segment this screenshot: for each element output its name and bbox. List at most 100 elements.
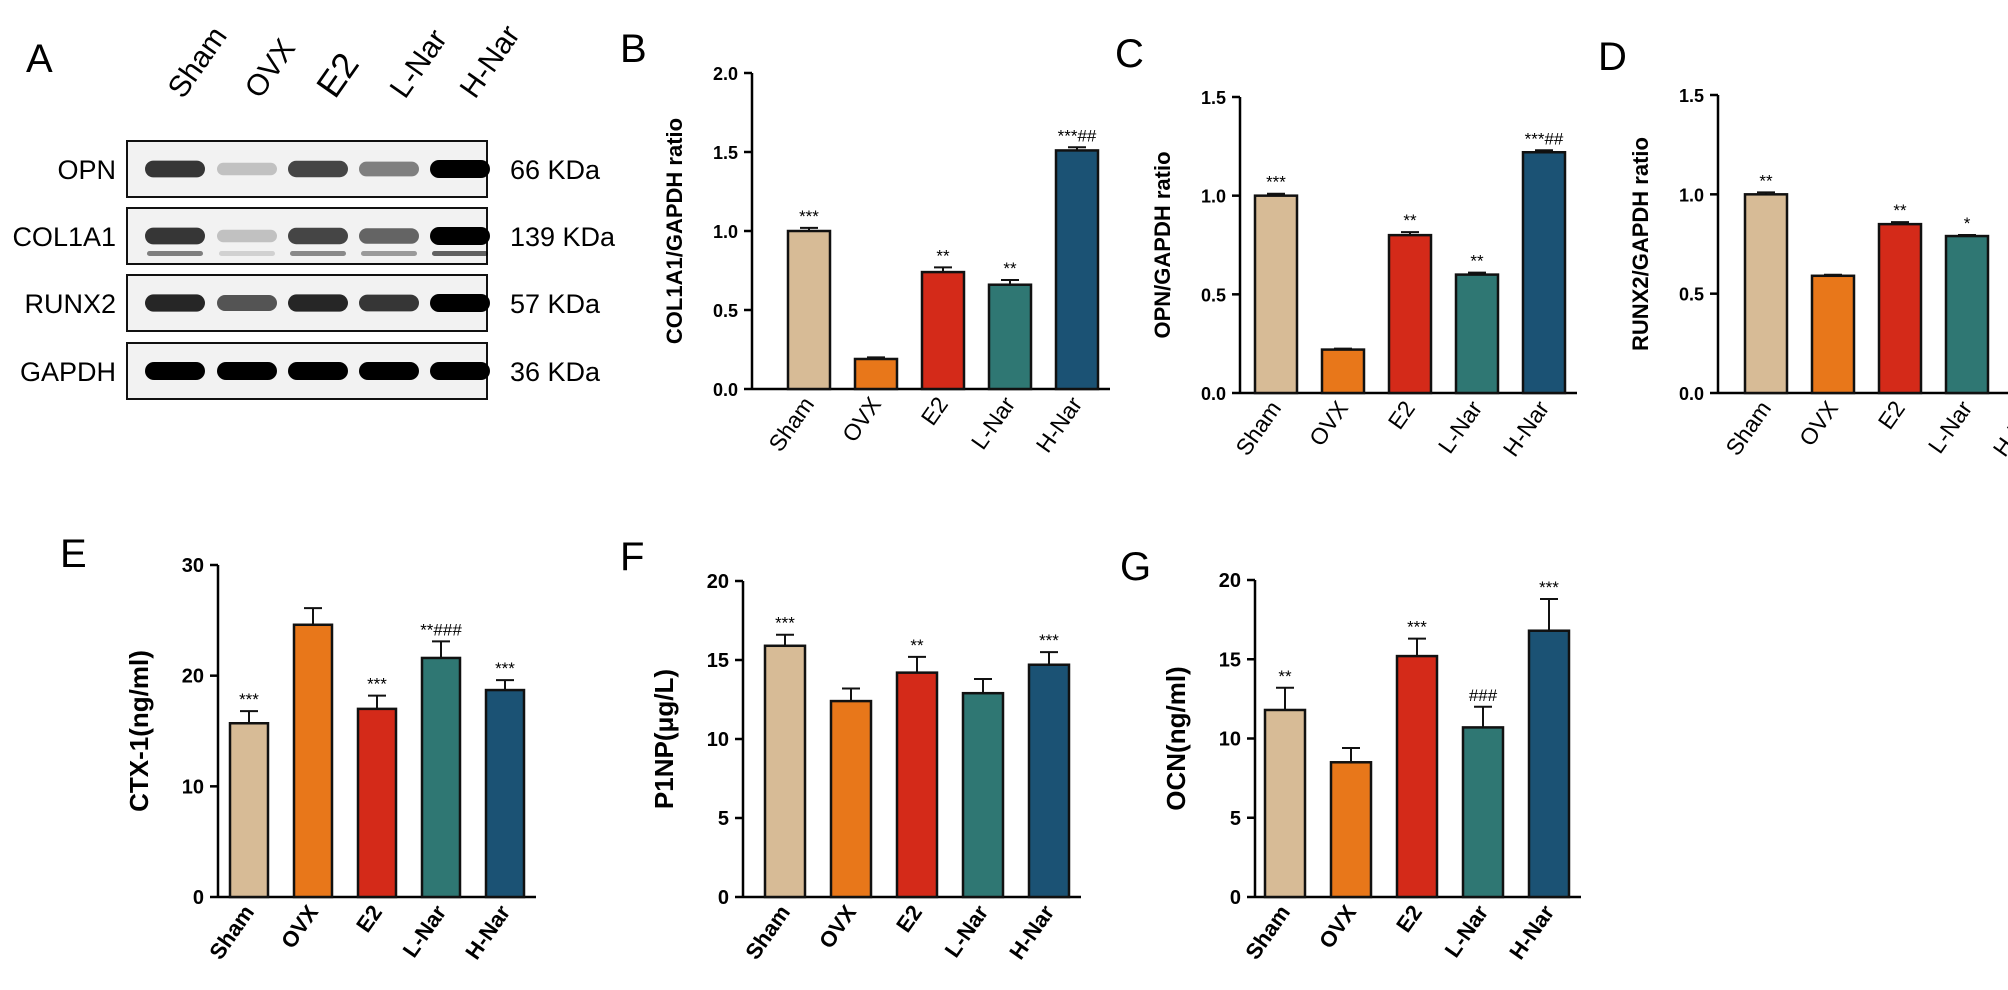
significance-label: ** [1403,211,1417,230]
significance-label: *** [239,690,259,709]
lane-label-2: E2 [308,45,367,105]
y-tick-label: 10 [1219,729,1241,751]
category-label: H-Nar [1004,900,1059,964]
blot-band [217,295,277,311]
significance-label: ** [1759,171,1773,190]
bar-sham [786,229,832,391]
significance-label: *** [775,614,795,633]
blot-band [359,362,419,380]
blot-size-label: 66 KDa [510,155,601,185]
blot-band [217,162,277,176]
blot-band-secondary [219,251,275,256]
category-label: Sham [740,901,795,964]
category-label: L-Nar [966,392,1020,454]
bar-e2 [1395,654,1439,899]
y-tick-label: 0 [718,887,729,909]
category-label: OVX [814,900,861,953]
blot-band [145,362,205,380]
category-label: E2 [891,901,927,937]
category-label: OVX [837,392,886,447]
category-label: H-Nar [1498,396,1555,461]
significance-label: *** [1039,631,1059,650]
y-tick-label: 10 [182,776,204,798]
category-label: E2 [1383,396,1420,434]
y-tick-label: 0.5 [1679,285,1704,305]
bar-ovx [292,623,334,899]
y-axis-label: OCN(ng/ml) [1161,666,1191,810]
y-tick-label: 1.5 [1201,88,1226,108]
significance-label: ** [1470,252,1484,271]
western-blot-panel: A Sham OVX E2 L-Nar H-Nar OPN 66 KDa COL1A1 139 K… [12,20,616,400]
lane-label-4: H-Nar [454,20,527,104]
panel-letter-c: C [1115,32,1144,76]
bar-h-nar [484,688,526,899]
blot-band [430,160,490,178]
category-label: Sham [1720,396,1776,460]
significance-label: ** [1003,259,1017,278]
bar-sham [1743,193,1789,395]
y-axis-label: CTX-1(ng/ml) [124,650,154,812]
bar-ovx [829,699,873,899]
y-tick-label: 2.0 [713,64,738,84]
blot-protein-label: OPN [57,155,116,185]
bar-l-nar [1454,273,1500,395]
y-tick-label: 0.0 [713,380,738,400]
blot-band-secondary [290,251,346,256]
panel-letter-f: F [620,535,644,579]
y-tick-label: 1.5 [713,143,738,163]
bar-h-nar [1521,151,1567,395]
bar-ovx [853,357,899,391]
blot-band [359,228,419,244]
bar-sham [763,644,807,899]
category-label: L-Nar [1433,396,1487,458]
blot-band [288,227,348,245]
y-tick-label: 20 [1219,570,1241,592]
bar-ovx [1810,274,1856,395]
blot-size-label: 57 KDa [510,289,601,319]
y-tick-label: 30 [182,555,204,577]
panel-letter-e: E [60,532,87,576]
blot-band [145,160,205,178]
y-tick-label: 0.5 [713,301,738,321]
category-label: Sham [204,901,259,964]
category-label: L-Nar [1440,900,1494,962]
chart-b: B 0.0 0.5 1.0 1.5 2.0 COL1A1/GAPDH ratio *** Sha… [620,27,1110,457]
blot-band [288,160,348,178]
y-tick-label: 1.0 [713,222,738,242]
bar-h-nar [1054,149,1100,391]
y-tick-label: 0.0 [1201,384,1226,404]
panel-letter-d: D [1598,35,1627,79]
y-axis-label: OPN/GAPDH ratio [1150,151,1175,338]
blot-band [359,161,419,177]
blot-band [288,362,348,380]
blot-band [288,294,348,312]
y-tick-label: 5 [1230,808,1241,830]
y-tick-label: 5 [718,808,729,830]
category-label: Sham [763,392,819,456]
bar-l-nar [1461,726,1505,899]
y-axis-label: RUNX2/GAPDH ratio [1628,137,1653,351]
y-tick-label: 20 [182,666,204,688]
bar-sham [228,722,270,899]
bar-ovx [1320,348,1366,395]
blot-band [145,227,205,245]
blot-protein-label: RUNX2 [24,289,116,319]
y-tick-label: 0.0 [1679,384,1704,404]
blot-band [430,294,490,312]
lane-label-0: Sham [162,21,234,104]
significance-label: *** [1539,578,1559,597]
bar-e2 [895,671,939,899]
category-label: E2 [1391,901,1427,937]
bar-l-nar [420,656,462,899]
lane-label-3: L-Nar [384,24,454,104]
y-tick-label: 10 [707,729,729,751]
y-tick-label: 15 [1219,649,1241,671]
blot-size-label: 139 KDa [510,222,616,252]
panel-letter-b: B [620,27,647,71]
blot-band [217,229,277,243]
significance-label: * [1964,214,1971,233]
category-label: Sham [1230,396,1286,460]
significance-label: **### [420,620,462,639]
y-tick-label: 0 [193,887,204,909]
bar-sham [1263,708,1307,899]
